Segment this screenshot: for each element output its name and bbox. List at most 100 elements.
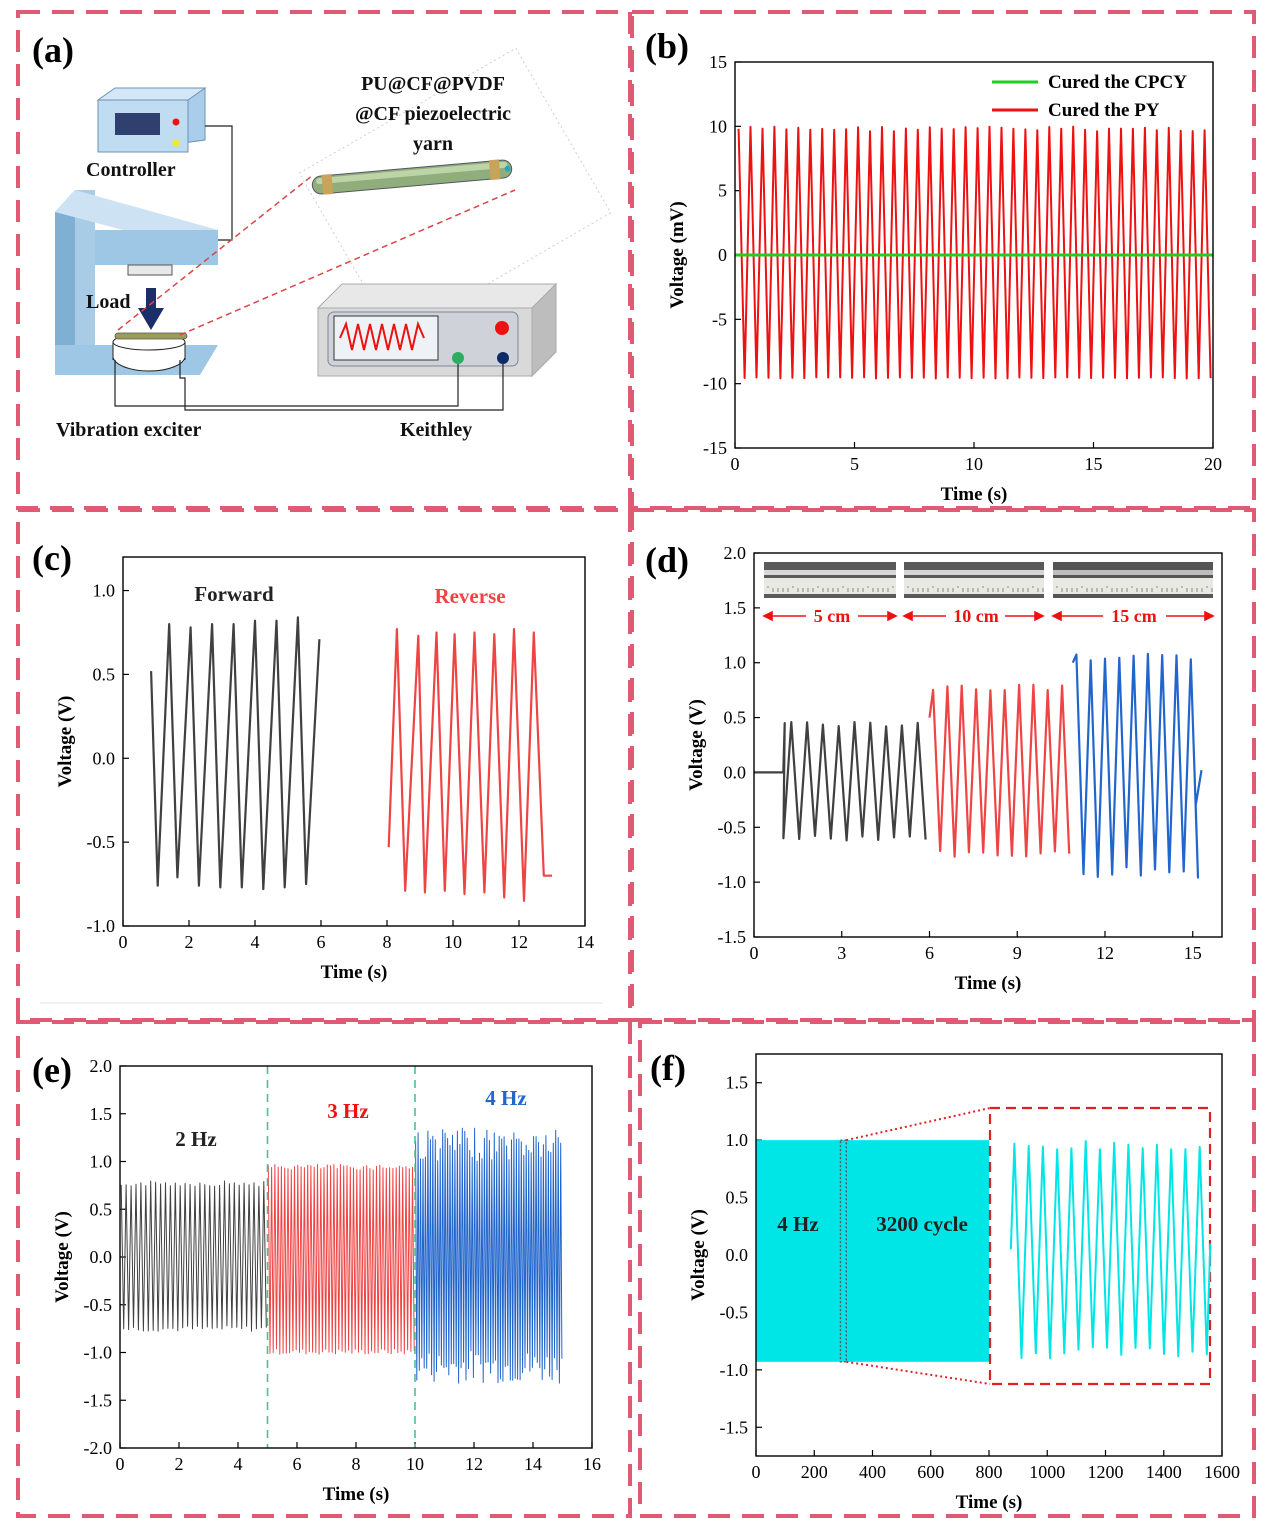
x-tick-label: 1200 — [1088, 1462, 1124, 1482]
x-tick-label: 6 — [293, 1454, 302, 1474]
cyan-signal-band — [756, 1140, 989, 1362]
zoom-connector-top — [846, 1107, 991, 1142]
panel-b-letter: (b) — [645, 26, 689, 66]
keithley-label: Keithley — [400, 419, 472, 441]
y-tick-label: -1.0 — [718, 872, 747, 892]
yarn-label-line2: @CF piezoelectric — [355, 103, 511, 125]
x-tick-label: 12 — [510, 932, 528, 952]
y-axis-title: Voltage (mV) — [667, 201, 688, 308]
series-line-10cm — [928, 683, 1071, 858]
y-tick-label: -0.5 — [720, 1302, 749, 1322]
x-tick-label: 1000 — [1029, 1462, 1065, 1482]
panel-a-letter: (a) — [32, 30, 74, 70]
x-tick-label: 9 — [1013, 943, 1022, 963]
border-f — [638, 1020, 1256, 1518]
vibration-exciter-label: Vibration exciter — [56, 419, 201, 441]
zoom-connector-bottom — [846, 1360, 991, 1385]
panel-c-letter: (c) — [32, 538, 72, 578]
panel-a-schematic: (a) Controller L — [32, 30, 612, 441]
y-tick-label: 0.5 — [93, 664, 116, 684]
series-line-reverse — [387, 628, 552, 902]
panel-e: (e) 0 2 4 6 8 10 12 14 16 -2.0 -1.5 -1.0 -0.5 0.0 0.5 1… — [32, 1050, 601, 1505]
x-tick-label: 5 — [850, 454, 859, 474]
x-tick-label: 14 — [524, 1454, 542, 1474]
x-tick-label: 3 — [837, 943, 846, 963]
ruler-photo-5cm — [764, 562, 896, 598]
chart-f: 0 200 400 600 800 1000 1200 1400 1600 -1.5 -1.0 -0.… — [688, 1053, 1240, 1513]
y-tick-label: 0.0 — [726, 1245, 749, 1265]
vibration-frame — [55, 190, 218, 375]
y-tick-label: -0.5 — [718, 817, 747, 837]
ruler-photo-15cm — [1053, 562, 1213, 598]
panel-c: (c) 0 2 4 6 8 10 12 14 -1.0 -0.5 0.0 0.5 1.0 Time (s)… — [32, 538, 603, 1004]
y-tick-label: -1.0 — [720, 1360, 749, 1380]
length-arrows — [762, 610, 1215, 622]
series-line-forward — [150, 616, 321, 891]
panel-borders — [16, 10, 1256, 1518]
x-tick-label: 0 — [731, 454, 740, 474]
yarn-zoom — [117, 47, 612, 339]
plot-frame — [734, 61, 1214, 449]
x-tick-label: 800 — [976, 1462, 1003, 1482]
panel-f: (f) 0 200 400 600 800 1000 1200 1400 1600 -1.5 -1.… — [650, 1048, 1240, 1513]
load-label: Load — [86, 291, 130, 313]
chart-e: 0 2 4 6 8 10 12 14 16 -2.0 -1.5 -1.0 -0.5 0.0 0.5 1.0 1.… — [52, 1056, 601, 1505]
x-tick-label: 600 — [917, 1462, 944, 1482]
x-tick-label: 2 — [175, 1454, 184, 1474]
x-tick-label: 1400 — [1146, 1462, 1182, 1482]
y-tick-label: -5 — [712, 309, 727, 329]
annotation-reverse: Reverse — [434, 584, 505, 608]
y-axis-title: Voltage (V) — [55, 696, 76, 788]
x-tick-label: 0 — [752, 1462, 761, 1482]
series-line-4hz — [415, 1127, 563, 1384]
y-tick-label: 2.0 — [724, 543, 747, 563]
y-axis-title: Voltage (V) — [688, 1209, 709, 1301]
controller-red-led-icon — [172, 118, 180, 126]
y-tick-label: 1.5 — [724, 598, 747, 618]
yarn-label-line3: yarn — [413, 133, 453, 155]
length-label-15cm: 15 cm — [1111, 606, 1156, 626]
panel-b: (b) 0 5 10 15 20 -15 -10 -5 0 5 10 15 Time (s) Voltag… — [645, 26, 1222, 505]
y-tick-label: 0 — [718, 245, 727, 265]
border-e — [16, 1020, 632, 1518]
annotation-2hz: 2 Hz — [175, 1127, 216, 1151]
y-tick-label: -1.0 — [84, 1343, 113, 1363]
series-line-15cm — [1071, 652, 1203, 879]
y-tick-label: 0.5 — [726, 1188, 749, 1208]
y-tick-label: 1.5 — [90, 1104, 113, 1124]
y-tick-label: 0.0 — [90, 1247, 113, 1267]
y-tick-label: -1.5 — [720, 1417, 749, 1437]
series-line-2hz — [120, 1180, 267, 1332]
x-tick-label: 4 — [234, 1454, 243, 1474]
legend-label-py: Cured the PY — [1048, 100, 1160, 121]
length-label-5cm: 5 cm — [814, 606, 850, 626]
annotation-forward: Forward — [194, 582, 274, 606]
plot-frame — [753, 552, 1223, 938]
y-tick-label: 1.5 — [726, 1073, 749, 1093]
x-tick-label: 12 — [465, 1454, 483, 1474]
x-tick-label: 10 — [965, 454, 983, 474]
length-label-10cm: 10 cm — [953, 606, 998, 626]
yarn-label-line1: PU@CF@PVDF — [361, 73, 505, 95]
y-tick-label: -1.5 — [718, 927, 747, 947]
y-tick-label: -1.5 — [84, 1390, 113, 1410]
y-tick-label: -1.0 — [87, 916, 116, 936]
zoom-window — [839, 1139, 847, 1363]
y-tick-label: 0.5 — [90, 1199, 113, 1219]
x-tick-label: 16 — [583, 1454, 601, 1474]
y-tick-label: -2.0 — [84, 1438, 113, 1458]
x-axis-title: Time (s) — [321, 962, 388, 983]
chart-b: 0 5 10 15 20 -15 -10 -5 0 5 10 15 Time (s) Voltage (m… — [667, 52, 1222, 505]
load-arrow-icon — [138, 288, 164, 330]
controller-label: Controller — [86, 159, 176, 181]
panel-e-letter: (e) — [32, 1050, 72, 1090]
x-axis-title: Time (s) — [941, 484, 1008, 505]
y-tick-label: 0.5 — [724, 708, 747, 728]
controller-device — [96, 87, 207, 153]
x-tick-label: 0 — [750, 943, 759, 963]
y-tick-label: 2.0 — [90, 1056, 113, 1076]
x-tick-label: 0 — [119, 932, 128, 952]
chart-d: 0 3 6 9 12 15 -1.5 -1.0 -0.5 0.0 0.5 1.0 1.5 2.0 Time … — [686, 543, 1223, 994]
y-tick-label: 5 — [718, 181, 727, 201]
